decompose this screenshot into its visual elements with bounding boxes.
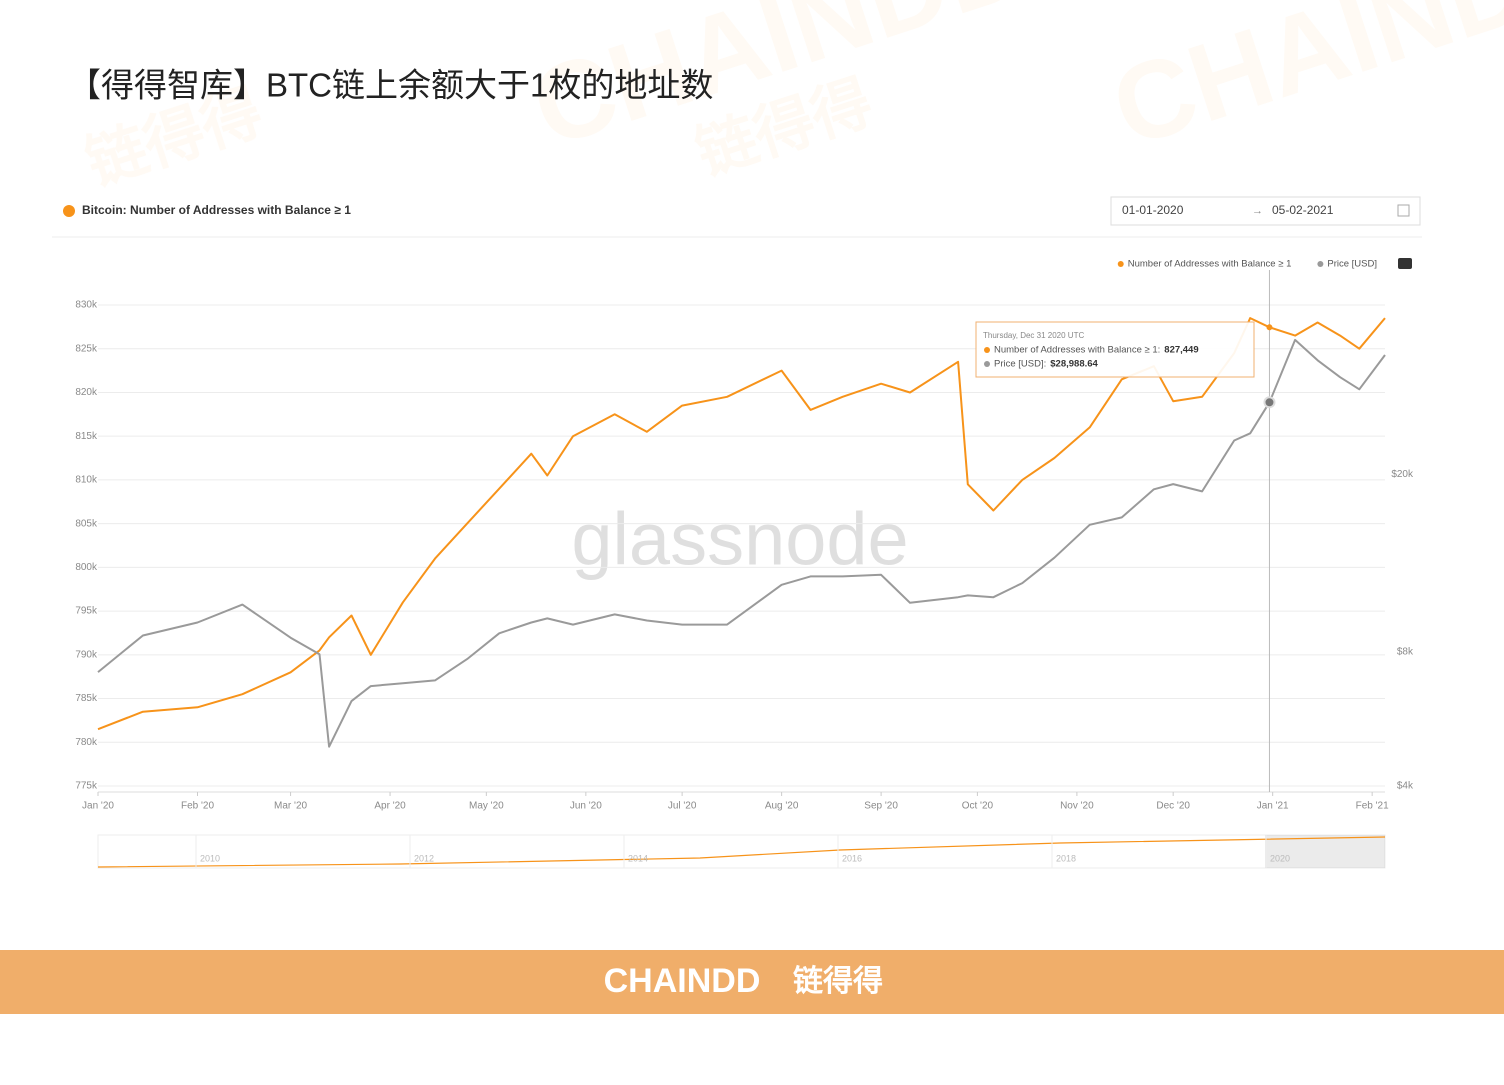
- y-tick-label: 815k: [75, 431, 98, 442]
- x-tick-label: Jun '20: [570, 801, 602, 812]
- calendar-icon[interactable]: [1397, 204, 1410, 217]
- tooltip-title: Thursday, Dec 31 2020 UTC: [983, 331, 1084, 340]
- camera-icon[interactable]: [1398, 258, 1412, 269]
- legend-label: Price [USD]: [1327, 259, 1377, 270]
- y-tick-label: 800k: [75, 562, 98, 573]
- date-from[interactable]: 01-01-2020: [1122, 203, 1184, 217]
- chart-title: Bitcoin: Number of Addresses with Balanc…: [82, 203, 351, 217]
- y-tick-label: 820k: [75, 387, 98, 398]
- x-tick-label: May '20: [469, 801, 504, 812]
- x-tick-label: Feb '21: [1356, 801, 1389, 812]
- tooltip-value: 827,449: [1164, 345, 1198, 356]
- x-tick-label: Mar '20: [274, 801, 307, 812]
- y-tick-label: 810k: [75, 475, 98, 486]
- y-tick-label: 780k: [75, 737, 98, 748]
- navigator[interactable]: [97, 834, 1386, 869]
- page-title: 【得得智库】BTC链上余额大于1枚的地址数: [68, 67, 713, 104]
- tooltip-dot: [984, 347, 990, 353]
- legend-dot: [1117, 261, 1124, 267]
- y-tick-label: 790k: [75, 649, 98, 660]
- x-tick-label: Dec '20: [1156, 801, 1190, 812]
- legend-label: Number of Addresses with Balance ≥ 1: [1128, 259, 1292, 270]
- hover-point: [1266, 324, 1273, 331]
- navigator-selection[interactable]: [1265, 835, 1385, 868]
- y2-tick-label: $20k: [1391, 469, 1414, 480]
- legend: Price [USD] Number of Addresses with Bala…: [1117, 259, 1377, 270]
- y-tick-label: 795k: [75, 606, 98, 617]
- x-tick-label: Oct '20: [962, 801, 994, 812]
- hover-point: [1263, 396, 1276, 409]
- tooltip: [975, 321, 1255, 378]
- navigator-label: 2016: [842, 853, 862, 863]
- btc-icon: [63, 205, 75, 217]
- x-tick-label: Aug '20: [765, 801, 799, 812]
- navigator-label: 2018: [1056, 853, 1076, 863]
- series-line: [97, 338, 1386, 748]
- x-tick-label: Nov '20: [1060, 801, 1094, 812]
- navigator-line: [97, 836, 1386, 868]
- x-tick-label: Jan '20: [82, 801, 114, 812]
- y-tick-label: 785k: [75, 693, 98, 704]
- y-tick-label: 830k: [75, 300, 98, 311]
- navigator-label: 2014: [628, 853, 648, 863]
- y-tick-label: 825k: [75, 343, 98, 354]
- x-tick-label: Jan '21: [1257, 801, 1289, 812]
- watermark: CHAINDD: [1098, 0, 1504, 170]
- date-separator: →: [1252, 205, 1263, 217]
- y-tick-label: 775k: [75, 781, 98, 792]
- source-watermark: glassnode: [571, 498, 908, 581]
- x-tick-label: Sep '20: [864, 801, 898, 812]
- date-to[interactable]: 05-02-2021: [1272, 203, 1334, 217]
- footer-brand: CHAINDD: [604, 962, 761, 1000]
- tooltip-dot: [984, 361, 990, 367]
- x-tick-label: Feb '20: [181, 801, 214, 812]
- y-tick-label: 805k: [75, 518, 98, 529]
- y2-tick-label: $4k: [1397, 781, 1414, 792]
- navigator-label: 2020: [1270, 853, 1290, 863]
- x-tick-label: Apr '20: [374, 801, 406, 812]
- tooltip-value: $28,988.64: [1050, 359, 1098, 370]
- footer-brand-cn: 链得得: [793, 964, 883, 998]
- tooltip-label: Number of Addresses with Balance ≥ 1:: [994, 345, 1160, 356]
- legend-dot: [1317, 261, 1324, 267]
- navigator-label: 2010: [200, 853, 220, 863]
- tooltip-label: Price [USD]:: [994, 359, 1046, 370]
- navigator-label: 2012: [414, 853, 434, 863]
- date-range[interactable]: [1110, 196, 1421, 226]
- footer-band: [0, 950, 1504, 1014]
- y2-tick-label: $8k: [1397, 646, 1414, 657]
- x-tick-label: Jul '20: [668, 801, 697, 812]
